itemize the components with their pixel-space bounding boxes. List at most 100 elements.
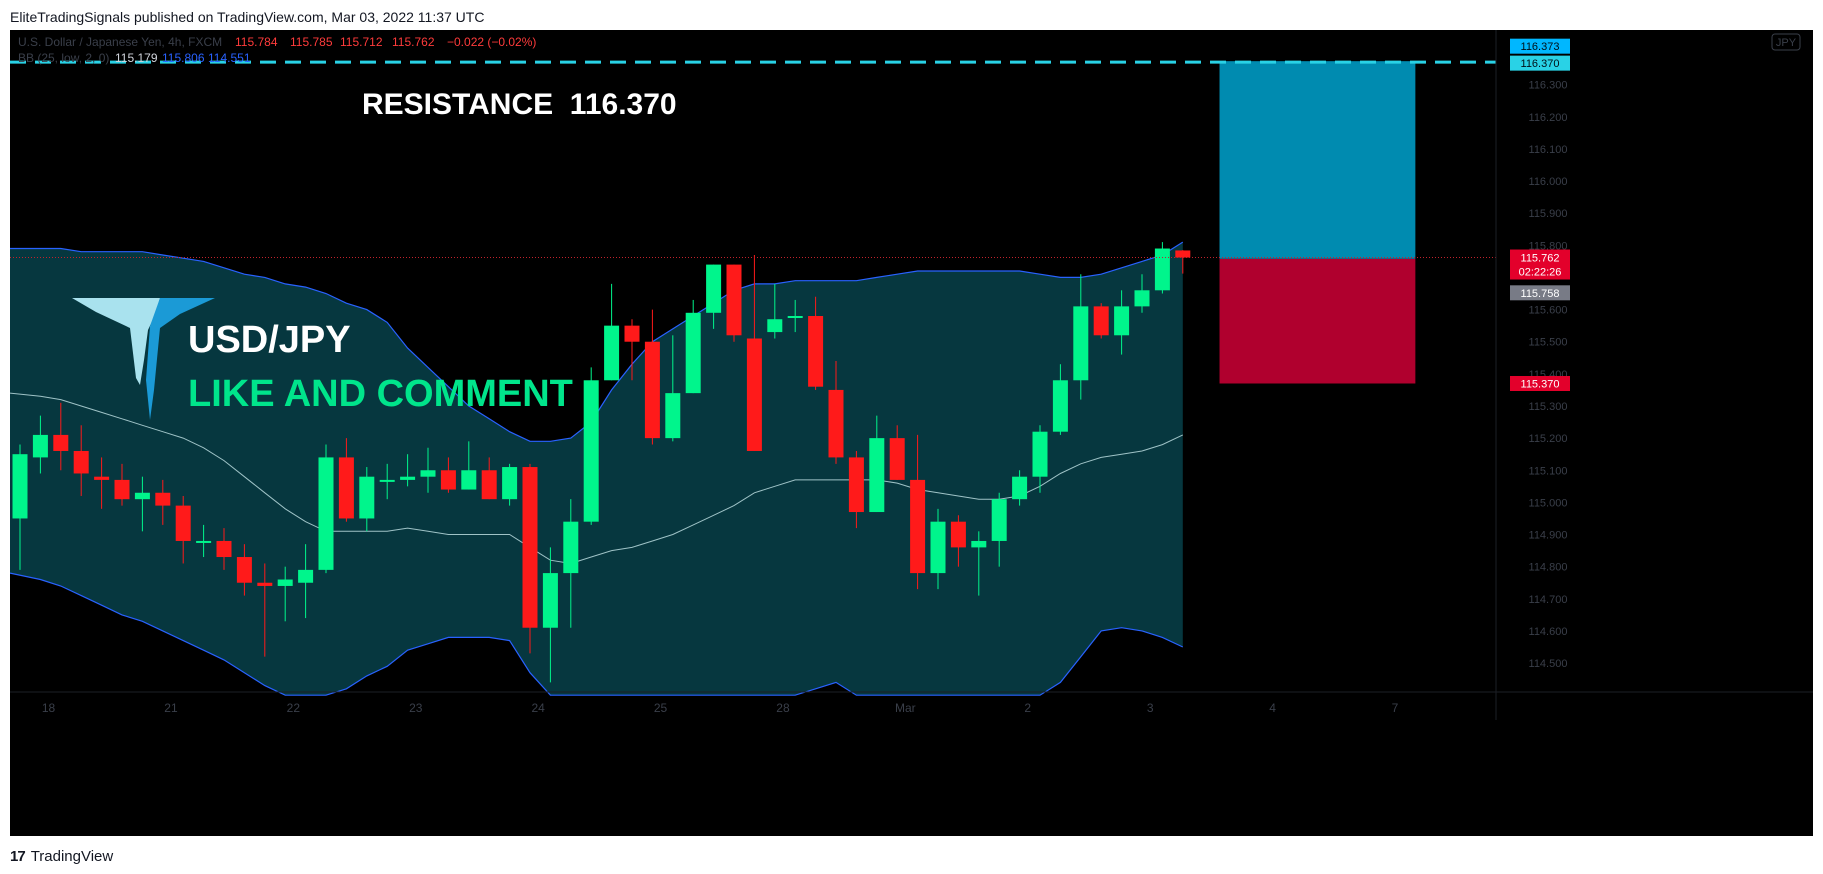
legend-change: −0.022 (−0.02%) bbox=[447, 35, 536, 49]
price-tick-label: 116.300 bbox=[1529, 80, 1568, 92]
published-line: EliteTradingSignals published on Trading… bbox=[10, 9, 485, 25]
candle-body bbox=[910, 479, 926, 574]
candle-body bbox=[114, 479, 130, 500]
candle-body bbox=[32, 434, 48, 458]
legend-bb-lower: 114.551 bbox=[208, 51, 251, 65]
candle bbox=[53, 402, 69, 471]
candle bbox=[114, 463, 130, 506]
price-tick-label: 114.600 bbox=[1529, 626, 1568, 638]
candle-body bbox=[318, 457, 334, 570]
current-price-tag-bg bbox=[1510, 249, 1570, 280]
footer: 17 TradingView bbox=[10, 846, 113, 868]
candle bbox=[563, 499, 579, 628]
target-price-tag-bg bbox=[1510, 38, 1570, 54]
candle-body bbox=[1073, 306, 1089, 381]
candle-body bbox=[196, 540, 212, 543]
target-price-tag: 116.373 bbox=[1521, 41, 1560, 53]
band-upper-line bbox=[10, 241, 1184, 442]
stop-price-tag: 115.370 bbox=[1521, 378, 1560, 390]
candle bbox=[910, 434, 926, 590]
countdown-tag: 02:22:26 bbox=[1519, 267, 1562, 279]
candle bbox=[1073, 274, 1089, 400]
legend-low: 115.712 bbox=[340, 35, 383, 49]
candle-body bbox=[665, 393, 681, 439]
candle bbox=[624, 319, 640, 381]
stop-zone bbox=[1219, 258, 1416, 384]
legend-bb-label: BB (25, low, 2, 0) bbox=[18, 51, 109, 65]
price-tick-label: 115.800 bbox=[1529, 240, 1568, 252]
time-tick-label: 23 bbox=[409, 701, 423, 715]
time-tick-label: 3 bbox=[1147, 701, 1154, 715]
candle bbox=[542, 547, 558, 683]
price-tags: 116.373 116.370 115.762 02:22:26 115.758 115.… bbox=[1510, 38, 1570, 391]
time-tick-label: 18 bbox=[42, 701, 56, 715]
candle bbox=[32, 415, 48, 474]
time-tick-label: 4 bbox=[1269, 701, 1276, 715]
candle bbox=[787, 299, 803, 333]
candle bbox=[930, 508, 946, 590]
candle bbox=[461, 441, 477, 490]
currency-box[interactable] bbox=[1771, 33, 1801, 51]
candle-body bbox=[12, 454, 28, 519]
candle bbox=[318, 444, 334, 574]
candle-body bbox=[1134, 290, 1150, 307]
candle bbox=[726, 264, 742, 342]
candle-body bbox=[522, 467, 538, 628]
candle bbox=[706, 264, 722, 329]
candle bbox=[338, 438, 354, 522]
candle-body bbox=[848, 457, 864, 513]
candle-body bbox=[685, 312, 701, 394]
price-tick-label: 116.000 bbox=[1529, 176, 1568, 188]
candle bbox=[522, 463, 538, 654]
candle bbox=[828, 361, 844, 464]
price-tick-label: 115.200 bbox=[1529, 433, 1568, 445]
candle-body bbox=[1114, 306, 1130, 336]
candle-body bbox=[481, 470, 497, 500]
time-tick-label: 28 bbox=[776, 701, 790, 715]
candle-body bbox=[359, 476, 375, 519]
candle-body bbox=[73, 450, 89, 474]
candle bbox=[644, 309, 660, 445]
candle-body bbox=[950, 521, 966, 548]
candle bbox=[665, 335, 681, 442]
candle bbox=[889, 425, 905, 480]
price-tick-label: 114.500 bbox=[1529, 658, 1568, 670]
entry-price-tag-bg bbox=[1510, 285, 1570, 301]
candle bbox=[236, 544, 252, 596]
price-tick-label: 114.700 bbox=[1529, 594, 1568, 606]
chart-svg[interactable]: 116.300 116.200 116.100 116.000 115.900 115.8… bbox=[10, 30, 1813, 836]
candle bbox=[298, 544, 314, 619]
candle-body bbox=[930, 521, 946, 574]
price-tick-label: 116.200 bbox=[1529, 112, 1568, 124]
resistance-annotation: RESISTANCE 116.370 bbox=[362, 88, 677, 121]
candle bbox=[1052, 364, 1068, 435]
price-tick-label: 116.100 bbox=[1529, 144, 1568, 156]
pair-annotation: USD/JPY bbox=[188, 319, 351, 361]
candle-body bbox=[1012, 476, 1028, 500]
candle bbox=[869, 415, 885, 513]
candle bbox=[1134, 274, 1150, 313]
time-tick-label: Mar bbox=[895, 701, 916, 715]
time-axis: 18 21 22 23 24 25 28 Mar 2 3 4 7 bbox=[10, 691, 1813, 715]
logo-mark-left bbox=[72, 298, 160, 385]
candle-body bbox=[828, 389, 844, 458]
price-tick-label: 115.300 bbox=[1529, 401, 1568, 413]
candle-body bbox=[94, 476, 110, 480]
time-tick-label: 2 bbox=[1024, 701, 1031, 715]
chart-frame[interactable]: 116.300 116.200 116.100 116.000 115.900 115.8… bbox=[10, 30, 1813, 836]
candle bbox=[359, 467, 375, 532]
candle bbox=[502, 463, 518, 506]
candle-body bbox=[767, 319, 783, 333]
price-axis: 116.300 116.200 116.100 116.000 115.900 115.8… bbox=[1495, 30, 1568, 720]
candle-body bbox=[1175, 250, 1191, 258]
candle-body bbox=[379, 479, 395, 482]
cta-annotation: LIKE AND COMMENT bbox=[188, 373, 573, 415]
candle-body bbox=[787, 316, 803, 319]
candle bbox=[971, 531, 987, 596]
candle bbox=[991, 492, 1007, 567]
candle bbox=[12, 444, 28, 570]
candle-body bbox=[298, 569, 314, 583]
candle bbox=[746, 254, 762, 451]
candle-body bbox=[808, 316, 824, 387]
candle-body bbox=[175, 505, 191, 541]
